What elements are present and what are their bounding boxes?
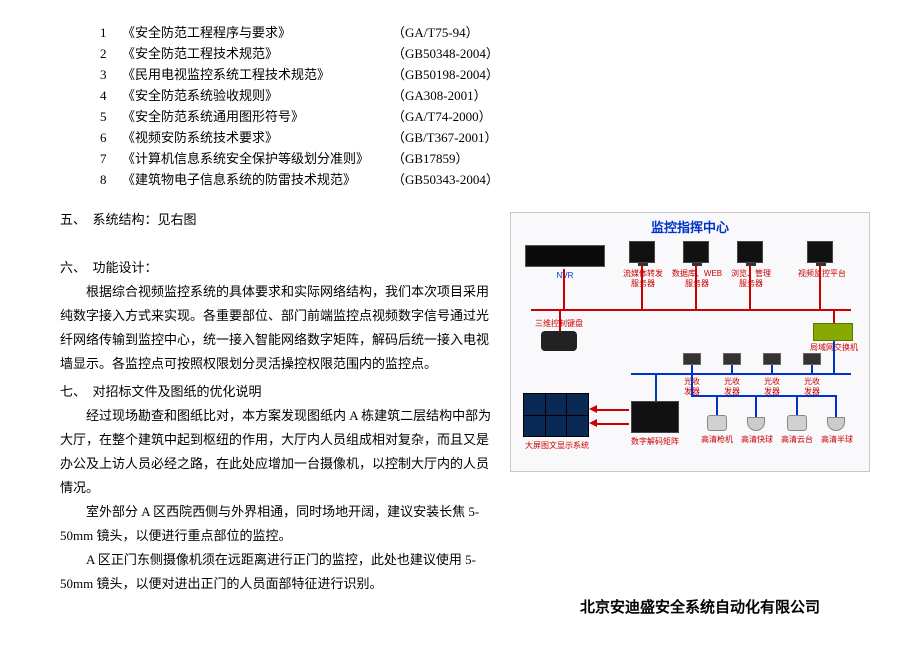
- standard-num: 1: [100, 22, 122, 43]
- standards-row: 7 《计算机信息系统安全保护等级划分准则》 （GB17859）: [100, 148, 860, 169]
- section-seven-p3: A 区正门东侧摄像机须在远距离进行正门的监控，此处也建议使用 5-50mm 镜头…: [60, 548, 500, 596]
- standards-row: 1 《安全防范工程程序与要求》 （GA/T75-94）: [100, 22, 860, 43]
- switch-icon: [813, 323, 853, 341]
- monitor-icon: [737, 241, 763, 263]
- optical-box-icon: [683, 353, 701, 365]
- standards-row: 2 《安全防范工程技术规范》 （GB50348-2004）: [100, 43, 860, 64]
- monitor-icon: [807, 241, 833, 263]
- standards-row: 4 《安全防范系统验收规则》 （GA308-2001）: [100, 85, 860, 106]
- standards-row: 8 《建筑物电子信息系统的防雷技术规范》 （GB50343-2004）: [100, 169, 860, 190]
- section-seven-p2: 室外部分 A 区西院西侧与外界相通，同时场地开阔，建议安装长焦 5-50mm 镜…: [60, 500, 500, 548]
- wall-label: 大屏图文显示系统: [515, 441, 599, 451]
- body-text: 五、 系统结构：见右图 六、 功能设计： 根据综合视频监控系统的具体要求和实际网…: [60, 208, 500, 596]
- nvr-label: NVR: [525, 271, 605, 281]
- optical-box-icon: [803, 353, 821, 365]
- monitor-icon: [683, 241, 709, 263]
- nvr-icon: [525, 245, 605, 267]
- mgmt-srv-label: 浏览、管理 服务器: [723, 269, 779, 289]
- opt-rx-label: 光收 发器: [717, 377, 747, 397]
- cam-ptz-label: 高清云台: [777, 435, 817, 445]
- keyboard-icon: [541, 331, 577, 351]
- section-seven-p1: 经过现场勘查和图纸比对，本方案发现图纸内 A 栋建筑二层结构中部为大厅，在整个建…: [60, 404, 500, 500]
- standards-row: 6 《视频安防系统技术要求》 （GB/T367-2001）: [100, 127, 860, 148]
- codec-label: 数字解码矩阵: [623, 437, 687, 447]
- video-platform-label: 视频监控平台: [787, 269, 857, 279]
- cam-box-label: 高清枪机: [697, 435, 737, 445]
- standards-row: 3 《民用电视监控系统工程技术规范》 （GB50198-2004）: [100, 64, 860, 85]
- cam-fast-label: 高清快球: [737, 435, 777, 445]
- standard-name: 《安全防范工程程序与要求》: [122, 22, 392, 43]
- camera-halfdome-icon: [827, 417, 845, 431]
- cam-dome-label: 高清半球: [817, 435, 857, 445]
- diagram-title: 监控指挥中心: [511, 217, 869, 236]
- section-six-title: 六、 功能设计：: [60, 256, 500, 280]
- standards-list: 1 《安全防范工程程序与要求》 （GA/T75-94） 2 《安全防范工程技术规…: [100, 22, 860, 190]
- standards-row: 5 《安全防范系统通用图形符号》 （GA/T74-2000）: [100, 106, 860, 127]
- camera-ptz-icon: [787, 415, 807, 431]
- footer-company: 北京安迪盛安全系统自动化有限公司: [580, 596, 820, 617]
- codec-icon: [631, 401, 679, 433]
- db-srv-label: 数据库、WEB 服务器: [669, 269, 725, 289]
- monitor-icon: [629, 241, 655, 263]
- camera-dome-icon: [747, 417, 765, 431]
- optical-box-icon: [763, 353, 781, 365]
- section-six-body: 根据综合视频监控系统的具体要求和实际网络结构，我们本次项目采用纯数字接入方式来实…: [60, 280, 500, 376]
- section-five-title: 五、 系统结构：见右图: [60, 208, 500, 232]
- standard-code: （GA/T75-94）: [392, 22, 479, 43]
- section-seven-title: 七、 对招标文件及图纸的优化说明: [60, 380, 500, 404]
- stream-srv-label: 流媒体转发 服务器: [615, 269, 671, 289]
- network-diagram: 监控指挥中心 NVR 流媒体转发 服务器 数据库、WEB 服务器 浏览、管理 服…: [510, 212, 870, 472]
- camera-box-icon: [707, 415, 727, 431]
- optical-box-icon: [723, 353, 741, 365]
- video-wall-icon: [523, 393, 589, 437]
